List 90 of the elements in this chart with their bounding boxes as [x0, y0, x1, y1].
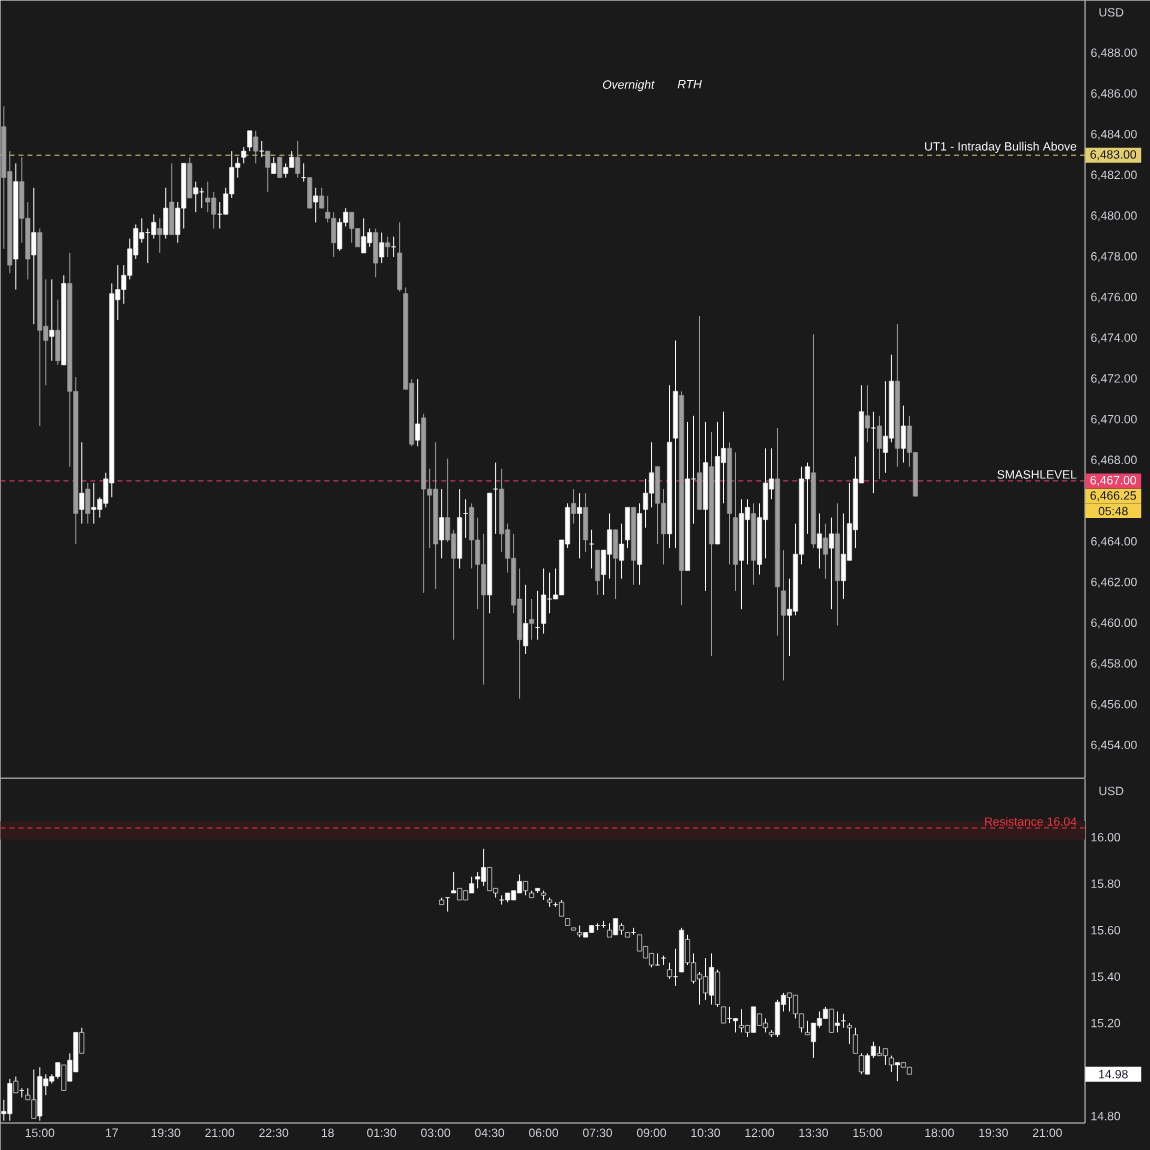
text: 6,466.25: [1090, 491, 1137, 502]
candlestick: [277, 156, 283, 179]
candlestick: [49, 278, 55, 362]
ref-line-label: Resistance 16.04: [985, 816, 1077, 826]
candlestick: [445, 897, 451, 913]
candlestick: [823, 523, 828, 580]
x-tick-label: 19:30: [151, 1128, 181, 1138]
annotation: Overnight: [602, 79, 655, 92]
candlestick: [31, 187, 37, 325]
y-tick-label: 15.40: [1091, 972, 1121, 981]
y-tick-label: 6,480.00: [1091, 211, 1137, 222]
candlestick: [571, 488, 577, 525]
candlestick: [589, 529, 595, 569]
ref-line-label: SMASHLEVEL: [997, 470, 1077, 479]
candlestick: [829, 517, 834, 610]
x-tick-label: 07:30: [583, 1128, 613, 1138]
x-tick-label: 18: [321, 1128, 334, 1138]
y-tick-label: 6,484.00: [1091, 129, 1137, 140]
y-tick-label: 6,476.00: [1091, 292, 1137, 303]
candlestick: [253, 130, 259, 164]
y-axis-title: USD: [1099, 786, 1124, 796]
x-tick-label: 21:00: [1032, 1128, 1062, 1138]
x-tick-label: 01:30: [367, 1128, 397, 1138]
x-tick-label: 04:30: [475, 1128, 505, 1138]
candlestick: [157, 217, 163, 254]
y-tick-label: 15.20: [1091, 1018, 1121, 1028]
candlestick: [439, 488, 445, 559]
y-tick-label: 6,470.00: [1091, 414, 1137, 425]
candlestick: [535, 590, 541, 641]
y-tick-label: 6,458.00: [1091, 659, 1137, 670]
y-tick-label: 6,472.00: [1091, 374, 1137, 385]
x-tick-label: 17: [105, 1128, 118, 1137]
x-tick-label: 21:00: [205, 1128, 235, 1138]
candlestick: [463, 498, 469, 539]
x-tick-label: 12:00: [745, 1128, 775, 1138]
candlestick: [529, 598, 535, 641]
candlestick: [379, 232, 385, 264]
candlestick: [295, 140, 301, 179]
x-tick-label: 15:00: [25, 1128, 55, 1138]
candlestick: [523, 584, 529, 655]
x-tick-label: 18:00: [925, 1128, 954, 1138]
y-tick-label: 15.80: [1091, 879, 1121, 888]
candlestick: [870, 411, 876, 494]
candlestick: [876, 415, 882, 480]
y-axis-title: USD: [1099, 8, 1124, 17]
x-tick-label: 06:00: [529, 1128, 559, 1138]
candlestick: [415, 378, 421, 447]
x-tick-label: 19:30: [979, 1128, 1008, 1138]
text: 14.98: [1099, 1069, 1128, 1079]
candlestick: [852, 1027, 858, 1054]
candlestick: [247, 130, 253, 152]
candlestick: [385, 236, 391, 258]
y-tick-label: 6,486.00: [1091, 89, 1137, 100]
y-tick-label: 6,454.00: [1091, 740, 1137, 751]
text: 6,483.00: [1090, 150, 1137, 161]
candlestick: [319, 187, 325, 209]
y-tick-label: 15.60: [1091, 925, 1121, 935]
y-tick-label: 14.80: [1091, 1111, 1121, 1121]
y-tick-label: 6,460.00: [1091, 618, 1137, 629]
y-tick-label: 6,488.00: [1091, 48, 1137, 59]
candlestick: [577, 492, 583, 559]
candlestick: [493, 462, 499, 535]
x-tick-label: 10:30: [691, 1128, 721, 1138]
candlestick: [619, 523, 625, 580]
ref-line-label: UT1 - Intraday Bullish Above: [925, 141, 1077, 154]
candlestick: [900, 405, 906, 464]
candlestick: [79, 441, 85, 525]
candlestick: [864, 384, 870, 443]
text: 6,467.00: [1090, 475, 1137, 486]
x-tick-label: 03:00: [421, 1128, 451, 1138]
candlestick: [841, 1013, 846, 1029]
x-tick-label: 22:30: [259, 1128, 289, 1138]
y-tick-label: 6,462.00: [1091, 577, 1137, 588]
x-tick-label: 13:30: [799, 1128, 829, 1138]
candlestick: [846, 1022, 852, 1045]
y-tick-label: 6,468.00: [1091, 455, 1137, 466]
y-tick-label: 6,482.00: [1091, 170, 1137, 181]
candlestick: [313, 187, 319, 223]
candlestick: [817, 513, 822, 569]
x-tick-label: 15:00: [853, 1128, 882, 1138]
y-tick-label: 6,478.00: [1091, 252, 1137, 262]
candlestick: [391, 236, 397, 258]
y-tick-label: 6,464.00: [1091, 537, 1137, 547]
y-tick-label: 6,456.00: [1091, 699, 1137, 710]
text: 05:48: [1098, 506, 1128, 516]
x-tick-label: 09:00: [636, 1128, 667, 1138]
candlestick: [265, 150, 271, 193]
annotation: RTH: [677, 79, 702, 89]
y-tick-label: 6,474.00: [1091, 333, 1137, 344]
y-tick-label: 16.00: [1091, 833, 1121, 842]
